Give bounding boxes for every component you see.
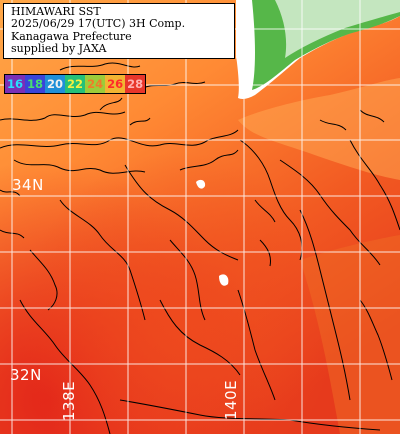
timestamp-line: 2025/06/29 17(UTC) 3H Comp. <box>11 17 186 31</box>
temperature-legend: 16 18 20 22 24 26 28 <box>4 74 147 94</box>
legend-swatch-16: 16 <box>5 75 26 93</box>
island-miyake <box>219 274 229 286</box>
legend-swatch-28: 28 <box>125 75 146 93</box>
lon-label-138e: 138E <box>60 380 78 421</box>
credit-line: supplied by JAXA <box>11 41 107 55</box>
map-title-box: HIMAWARI SST 2025/06/29 17(UTC) 3H Comp.… <box>3 3 235 59</box>
island-oshima <box>196 179 206 189</box>
region-line: Kanagawa Prefecture <box>11 29 132 43</box>
title-line: HIMAWARI SST <box>11 5 101 18</box>
lat-label-34n: 34N <box>12 176 44 194</box>
lon-label-140e: 140E <box>222 379 240 420</box>
islet <box>236 53 246 64</box>
legend-swatch-26: 26 <box>105 75 126 93</box>
legend-swatch-22: 22 <box>65 75 86 93</box>
legend-swatch-24: 24 <box>85 75 106 93</box>
lat-label-32n: 32N <box>10 366 42 384</box>
legend-swatch-20: 20 <box>45 75 66 93</box>
warm-water-east <box>300 235 400 434</box>
legend-swatch-18: 18 <box>25 75 46 93</box>
